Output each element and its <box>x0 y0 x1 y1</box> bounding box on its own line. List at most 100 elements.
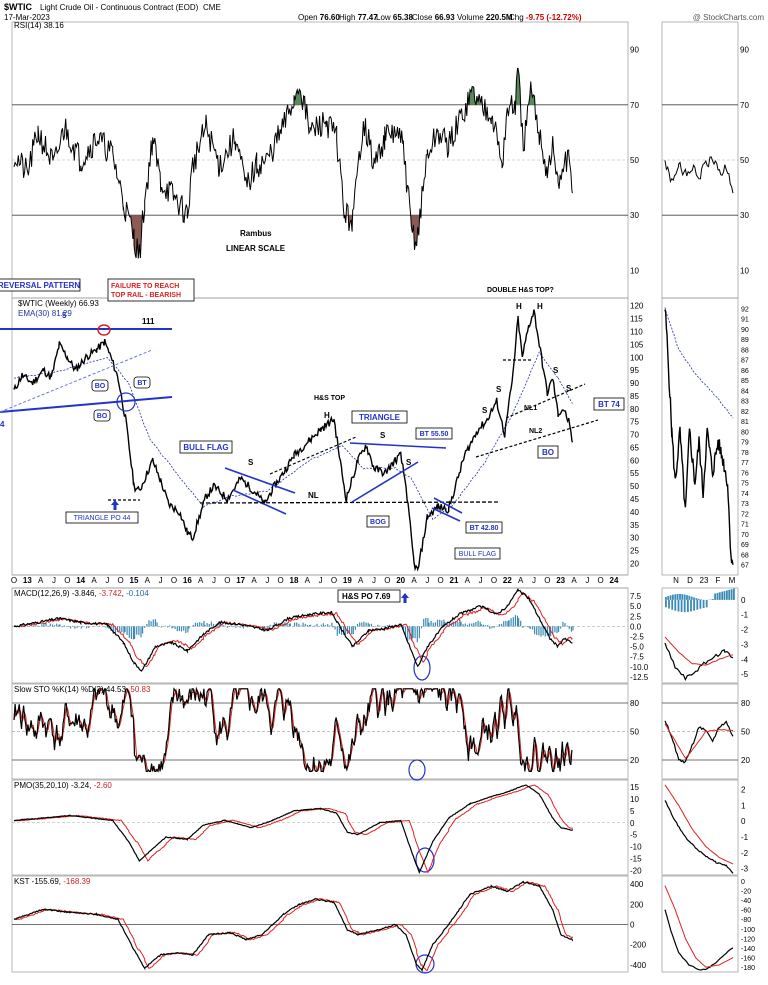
macd-hist-bar <box>411 626 413 641</box>
bt5550-label-box <box>415 427 453 440</box>
nl1-line <box>505 383 586 419</box>
macd-hist-bar <box>92 626 94 627</box>
macd-hist-bar <box>441 620 443 627</box>
pmo-line <box>13 784 573 875</box>
macd-hist-bar <box>196 622 199 627</box>
rsi-overbought-fill <box>14 68 573 105</box>
side-price-tick-label: 79 <box>741 440 749 447</box>
macd-hist-bar <box>554 626 556 633</box>
macd-hist-bar <box>361 622 363 627</box>
macd-hist-bar <box>172 626 174 628</box>
macd-side-hist-bar <box>700 599 702 600</box>
x-tick-label: O <box>171 576 177 585</box>
macd-side-tick-label: -4 <box>741 655 749 664</box>
macd-hist-bar <box>562 621 564 627</box>
macd-hist-bar <box>123 626 125 634</box>
label-4: 4 <box>0 420 5 429</box>
macd-hist-bar <box>520 620 522 627</box>
macd-hist-bar <box>512 617 514 627</box>
price-tick-label: 30 <box>630 534 639 543</box>
kst-side-line <box>664 909 734 971</box>
macd-hist-bar <box>546 626 548 636</box>
macd-side-hist-bar <box>696 599 699 610</box>
macd-hist-bar <box>59 624 61 627</box>
macd-hist-bar <box>402 626 404 630</box>
macd-side-hist-bar <box>733 588 735 600</box>
macd-hist-bar <box>556 626 558 634</box>
macd-tick-label: 5.0 <box>630 602 642 611</box>
macd-hist-bar <box>266 626 268 628</box>
kst-tick-label: -200 <box>630 941 647 950</box>
macd-hist-bar <box>462 624 464 627</box>
macd-hist-bar <box>529 626 531 629</box>
hs-po-arrow <box>401 593 409 603</box>
x-tick-label: A <box>358 576 364 585</box>
kst-label: KST -155.69, -168.39 <box>14 877 91 886</box>
bo-label-1: BO <box>95 383 106 390</box>
s-label-7: S <box>566 384 572 393</box>
side-x-tick-label: F <box>716 576 721 585</box>
pmo-circle <box>415 847 435 873</box>
reversal-label-box <box>0 278 81 292</box>
sto-ticks: 80 50 20 80 50 20 <box>12 699 750 765</box>
macd-side-line <box>664 642 734 682</box>
macd-hist-bar <box>156 622 158 627</box>
macd-hist-bar <box>20 625 22 627</box>
frame-kst <box>11 875 629 973</box>
macd-hist-bar <box>404 626 407 637</box>
stat-high: High 77.47 <box>339 13 378 22</box>
hs-top-label: H&S TOP <box>314 395 345 402</box>
kst-side-tick-label: -160 <box>741 956 755 963</box>
macd-hist-bar <box>316 623 318 627</box>
macd-side-hist-bar <box>690 596 693 600</box>
macd-hist-bar <box>70 626 72 629</box>
macd-hist-bar <box>322 623 324 627</box>
macd-hist-bar <box>434 622 436 627</box>
price-legend-main: $WTIC (Weekly) 66.93 <box>18 299 99 308</box>
x-tick-label: A <box>251 576 257 585</box>
macd-hist-bar <box>208 624 210 627</box>
macd-hist-bar <box>508 620 510 627</box>
pmo-tick-label: -15 <box>630 854 642 863</box>
macd-hist-bar <box>418 626 420 639</box>
side-frame-macd <box>661 587 739 684</box>
macd-side-hist-bar <box>693 597 695 600</box>
macd-side-hist-bar <box>728 589 731 600</box>
bt-label-box <box>133 376 151 389</box>
macd-hist-bar <box>414 626 416 639</box>
rsi-side-tick-label: 50 <box>740 156 749 165</box>
macd-hist-bar <box>536 626 538 635</box>
macd-side-hist-bar <box>683 594 686 600</box>
macd-side-hist-bar <box>677 599 680 612</box>
macd-side-hist-bar <box>674 599 677 611</box>
macd-hist-bar <box>222 625 224 627</box>
macd-hist-bar <box>455 621 457 627</box>
macd-side-hist-bar <box>671 599 674 610</box>
macd-histogram <box>16 615 574 643</box>
hs-po-box: H&S PO 7.69 <box>337 589 401 603</box>
macd-hist-bar <box>439 619 441 627</box>
x-tick-label: A <box>198 576 204 585</box>
macd-hist-bar <box>43 624 45 627</box>
macd-hist-bar <box>491 626 493 629</box>
macd-side-tick-label: 0 <box>741 596 746 605</box>
price-tick-label: 65 <box>630 443 639 452</box>
macd-hist-bar <box>540 626 542 637</box>
pmo-tick-label: 10 <box>630 795 639 804</box>
sto-side-tick-label: 50 <box>741 728 750 737</box>
x-tick-label: 15 <box>130 576 139 585</box>
x-tick-label: J <box>532 576 536 585</box>
side-price-tick-label: 67 <box>741 563 749 570</box>
macd-hist-bar <box>457 622 459 627</box>
instrument-name: Light Crude Oil - Continuous Contract (E… <box>40 3 199 12</box>
pmo-tick-label: -20 <box>630 866 642 875</box>
frame-pmo <box>11 779 629 876</box>
s-label-2: S <box>380 431 386 440</box>
side-frame-kst <box>661 875 739 973</box>
macd-hist-bar <box>180 626 183 632</box>
reversal-label: REVERSAL PATTERN <box>0 281 80 290</box>
macd-hist-bar <box>443 619 445 627</box>
macd-hist-bar <box>538 626 540 636</box>
bog-label-box <box>366 515 390 528</box>
kst-side: 0 -20 -40 -60 -80 -100 -120 -140 -160 -180 <box>664 879 755 972</box>
